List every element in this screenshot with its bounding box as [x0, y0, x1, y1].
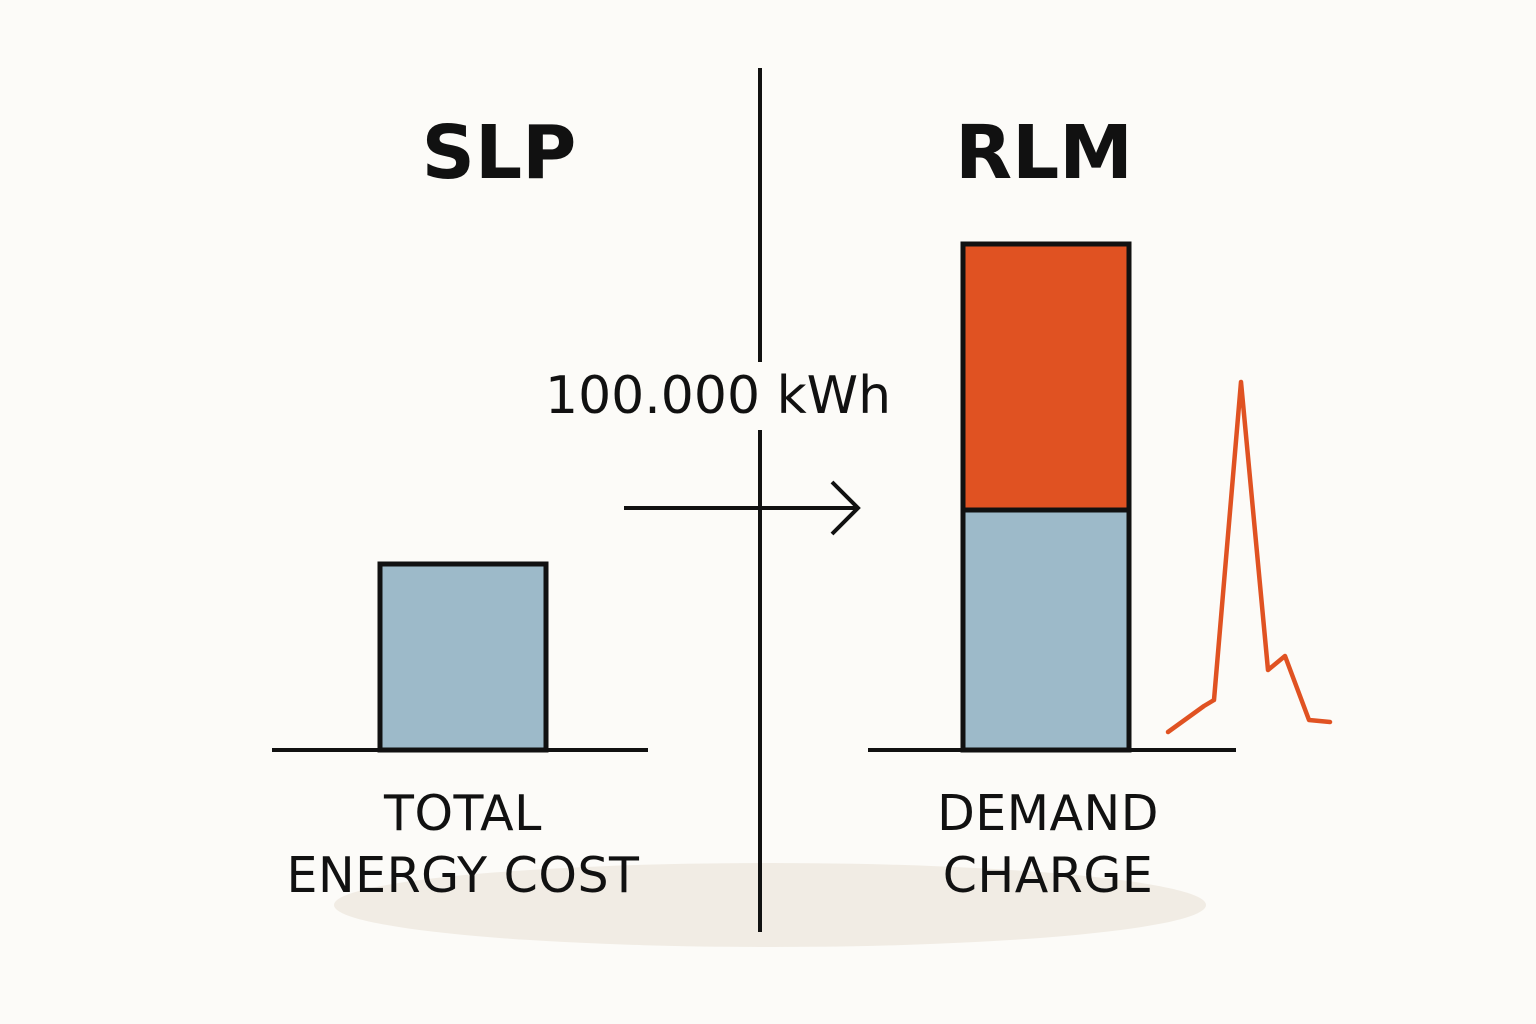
slp-caption-line-2: ENERGY COST	[286, 847, 640, 904]
slp-caption-line-1: TOTAL	[384, 785, 542, 842]
load-peak-curve-icon	[1165, 379, 1333, 735]
rlm-demand-bar	[960, 241, 1132, 513]
slp-title: SLP	[421, 110, 577, 196]
floor-shadow	[334, 863, 1206, 947]
rlm-title: RLM	[955, 110, 1133, 196]
rlm-caption: DEMAND CHARGE	[937, 783, 1159, 907]
right-arrow-icon	[624, 480, 861, 536]
slp-caption: TOTAL ENERGY COST	[287, 783, 640, 907]
rlm-energy-bar	[960, 507, 1132, 753]
rlm-caption-line-2: CHARGE	[942, 847, 1154, 904]
rlm-caption-line-1: DEMAND	[937, 785, 1159, 842]
transition-amount-label: 100.000 kWh	[541, 362, 896, 430]
slp-energy-bar	[377, 561, 549, 753]
